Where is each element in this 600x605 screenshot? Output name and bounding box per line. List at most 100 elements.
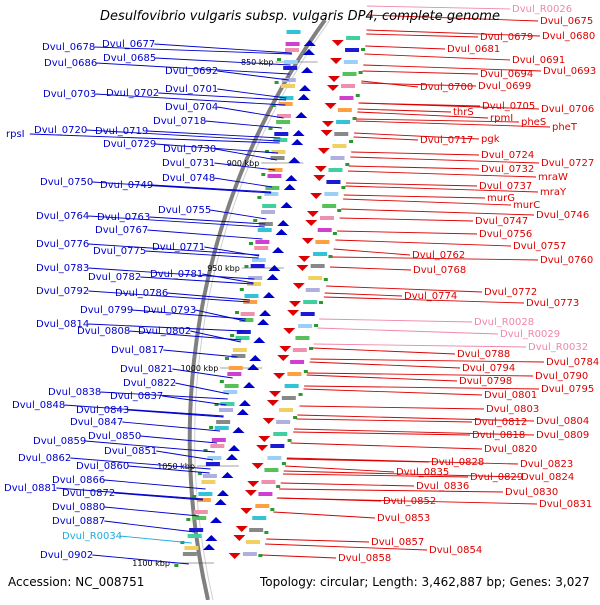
reverse-gene-arrow	[328, 76, 341, 82]
gene-leader-line	[140, 435, 218, 444]
marker-tick	[358, 71, 363, 74]
gene-leader-line	[309, 361, 461, 369]
gene-label-reverse: Dvul_0737	[479, 181, 532, 192]
gene-label-reverse: Dvul_0675	[540, 16, 593, 27]
gene-label-forward: Dvul_0764	[36, 211, 89, 222]
gene-leader-line	[339, 217, 474, 222]
reverse-gene-arrow	[279, 346, 292, 352]
gene-label-forward: Dvul_0802	[138, 326, 191, 337]
reverse-gene-arrow	[324, 103, 337, 109]
marker-tick	[323, 278, 328, 281]
feature-block	[248, 276, 263, 280]
marker-tick	[361, 48, 366, 51]
gene-leader-line	[88, 215, 265, 228]
marker-tick	[337, 209, 342, 212]
feature-block	[261, 210, 276, 214]
gene-label-forward: Dvul_0793	[143, 305, 196, 316]
reverse-gene-arrow	[289, 301, 302, 307]
feature-block	[281, 84, 296, 88]
gene-label-forward: Dvul_0786	[115, 288, 168, 299]
feature-block	[322, 204, 337, 208]
feature-block	[189, 528, 204, 532]
gene-leader-line	[114, 492, 203, 501]
feature-block	[262, 204, 277, 208]
feature-block	[308, 276, 323, 280]
gene-label-reverse: Dvul_0820	[484, 444, 537, 455]
marker-tick	[248, 242, 253, 245]
gene-label-reverse: Dvul_0831	[539, 499, 592, 510]
forward-gene-arrow	[288, 157, 301, 163]
marker-tick	[230, 334, 235, 337]
gene-leader-line	[92, 554, 189, 565]
gene-label-forward: Dvul_0692	[165, 66, 218, 77]
gene-label-forward: Dvul_0808	[77, 326, 130, 337]
gene-label-reverse: Dvul_0853	[377, 513, 430, 524]
gene-leader-line	[128, 465, 210, 474]
gene-leader-line	[167, 292, 250, 301]
gene-leader-line	[317, 327, 499, 335]
gene-leader-line	[343, 194, 486, 199]
feature-block	[286, 30, 301, 34]
gene-label-forward: Dvul_0749	[100, 180, 153, 191]
marker-tick	[276, 485, 281, 488]
gene-label-forward: Dvul_0887	[52, 516, 105, 527]
gene-leader-line	[341, 208, 535, 216]
marker-tick	[235, 311, 240, 314]
feature-block	[196, 498, 211, 502]
gene-label-reverse: Dvul_0727	[541, 158, 594, 169]
gene-leader-line	[290, 442, 483, 450]
feature-block	[285, 42, 300, 46]
gene-label-reverse: Dvul_R0029	[500, 329, 560, 340]
feature-block	[300, 312, 315, 316]
gene-leader-line	[147, 229, 263, 240]
gene-label-forward: Dvul_0850	[88, 431, 141, 442]
gene-label-reverse: Dvul_0823	[520, 459, 573, 470]
feature-block	[255, 504, 270, 508]
feature-block	[207, 456, 222, 460]
feature-block	[250, 264, 265, 268]
gene-label-forward: Dvul_0720	[34, 125, 87, 136]
feature-block	[187, 534, 202, 538]
marker-tick	[203, 449, 208, 452]
feature-block	[273, 138, 288, 142]
gene-label-forward: Dvul_0872	[62, 488, 115, 499]
gene-leader-line	[365, 45, 446, 50]
marker-tick	[319, 301, 324, 304]
marker-tick	[345, 163, 350, 166]
gene-label-forward: Dvul_0837	[110, 391, 163, 402]
gene-leader-line	[172, 368, 233, 379]
reverse-gene-arrow	[256, 445, 269, 451]
gene-label-forward: Dvul_0703	[43, 89, 96, 100]
gene-label-forward: Dvul_0838	[48, 387, 101, 398]
backbone-arc	[187, 18, 327, 601]
gene-leader-line	[313, 343, 527, 348]
marker-tick	[332, 232, 337, 235]
feature-block	[290, 360, 305, 364]
reverse-gene-arrow	[273, 373, 286, 379]
forward-gene-arrow	[262, 292, 275, 298]
feature-block	[257, 228, 272, 232]
gene-label-reverse: Dvul_0803	[486, 404, 539, 415]
feature-block	[220, 402, 235, 406]
gene-label-forward: Dvul_0847	[70, 417, 123, 428]
gene-label-reverse: Dvul_0824	[521, 472, 574, 483]
gene-leader-line	[100, 391, 228, 400]
gene-leader-line	[140, 276, 254, 285]
feature-block	[227, 372, 242, 376]
gene-label-reverse: Dvul_0680	[542, 31, 595, 42]
gene-label-forward: Dvul_0748	[162, 173, 215, 184]
feature-block	[264, 192, 279, 196]
forward-gene-arrow	[236, 409, 249, 415]
gene-label-reverse: Dvul_0706	[541, 104, 594, 115]
feature-block	[346, 36, 361, 40]
feature-block	[276, 420, 291, 424]
forward-gene-arrow	[291, 139, 304, 145]
gene-leader-line	[104, 479, 206, 490]
reverse-gene-arrow	[321, 121, 334, 127]
gene-label-reverse: Dvul_0818	[472, 430, 525, 441]
feature-block	[240, 312, 255, 316]
gene-leader-line	[156, 450, 214, 461]
forward-gene-arrow	[243, 382, 256, 388]
gene-label-forward: Dvul_0792	[36, 286, 89, 297]
